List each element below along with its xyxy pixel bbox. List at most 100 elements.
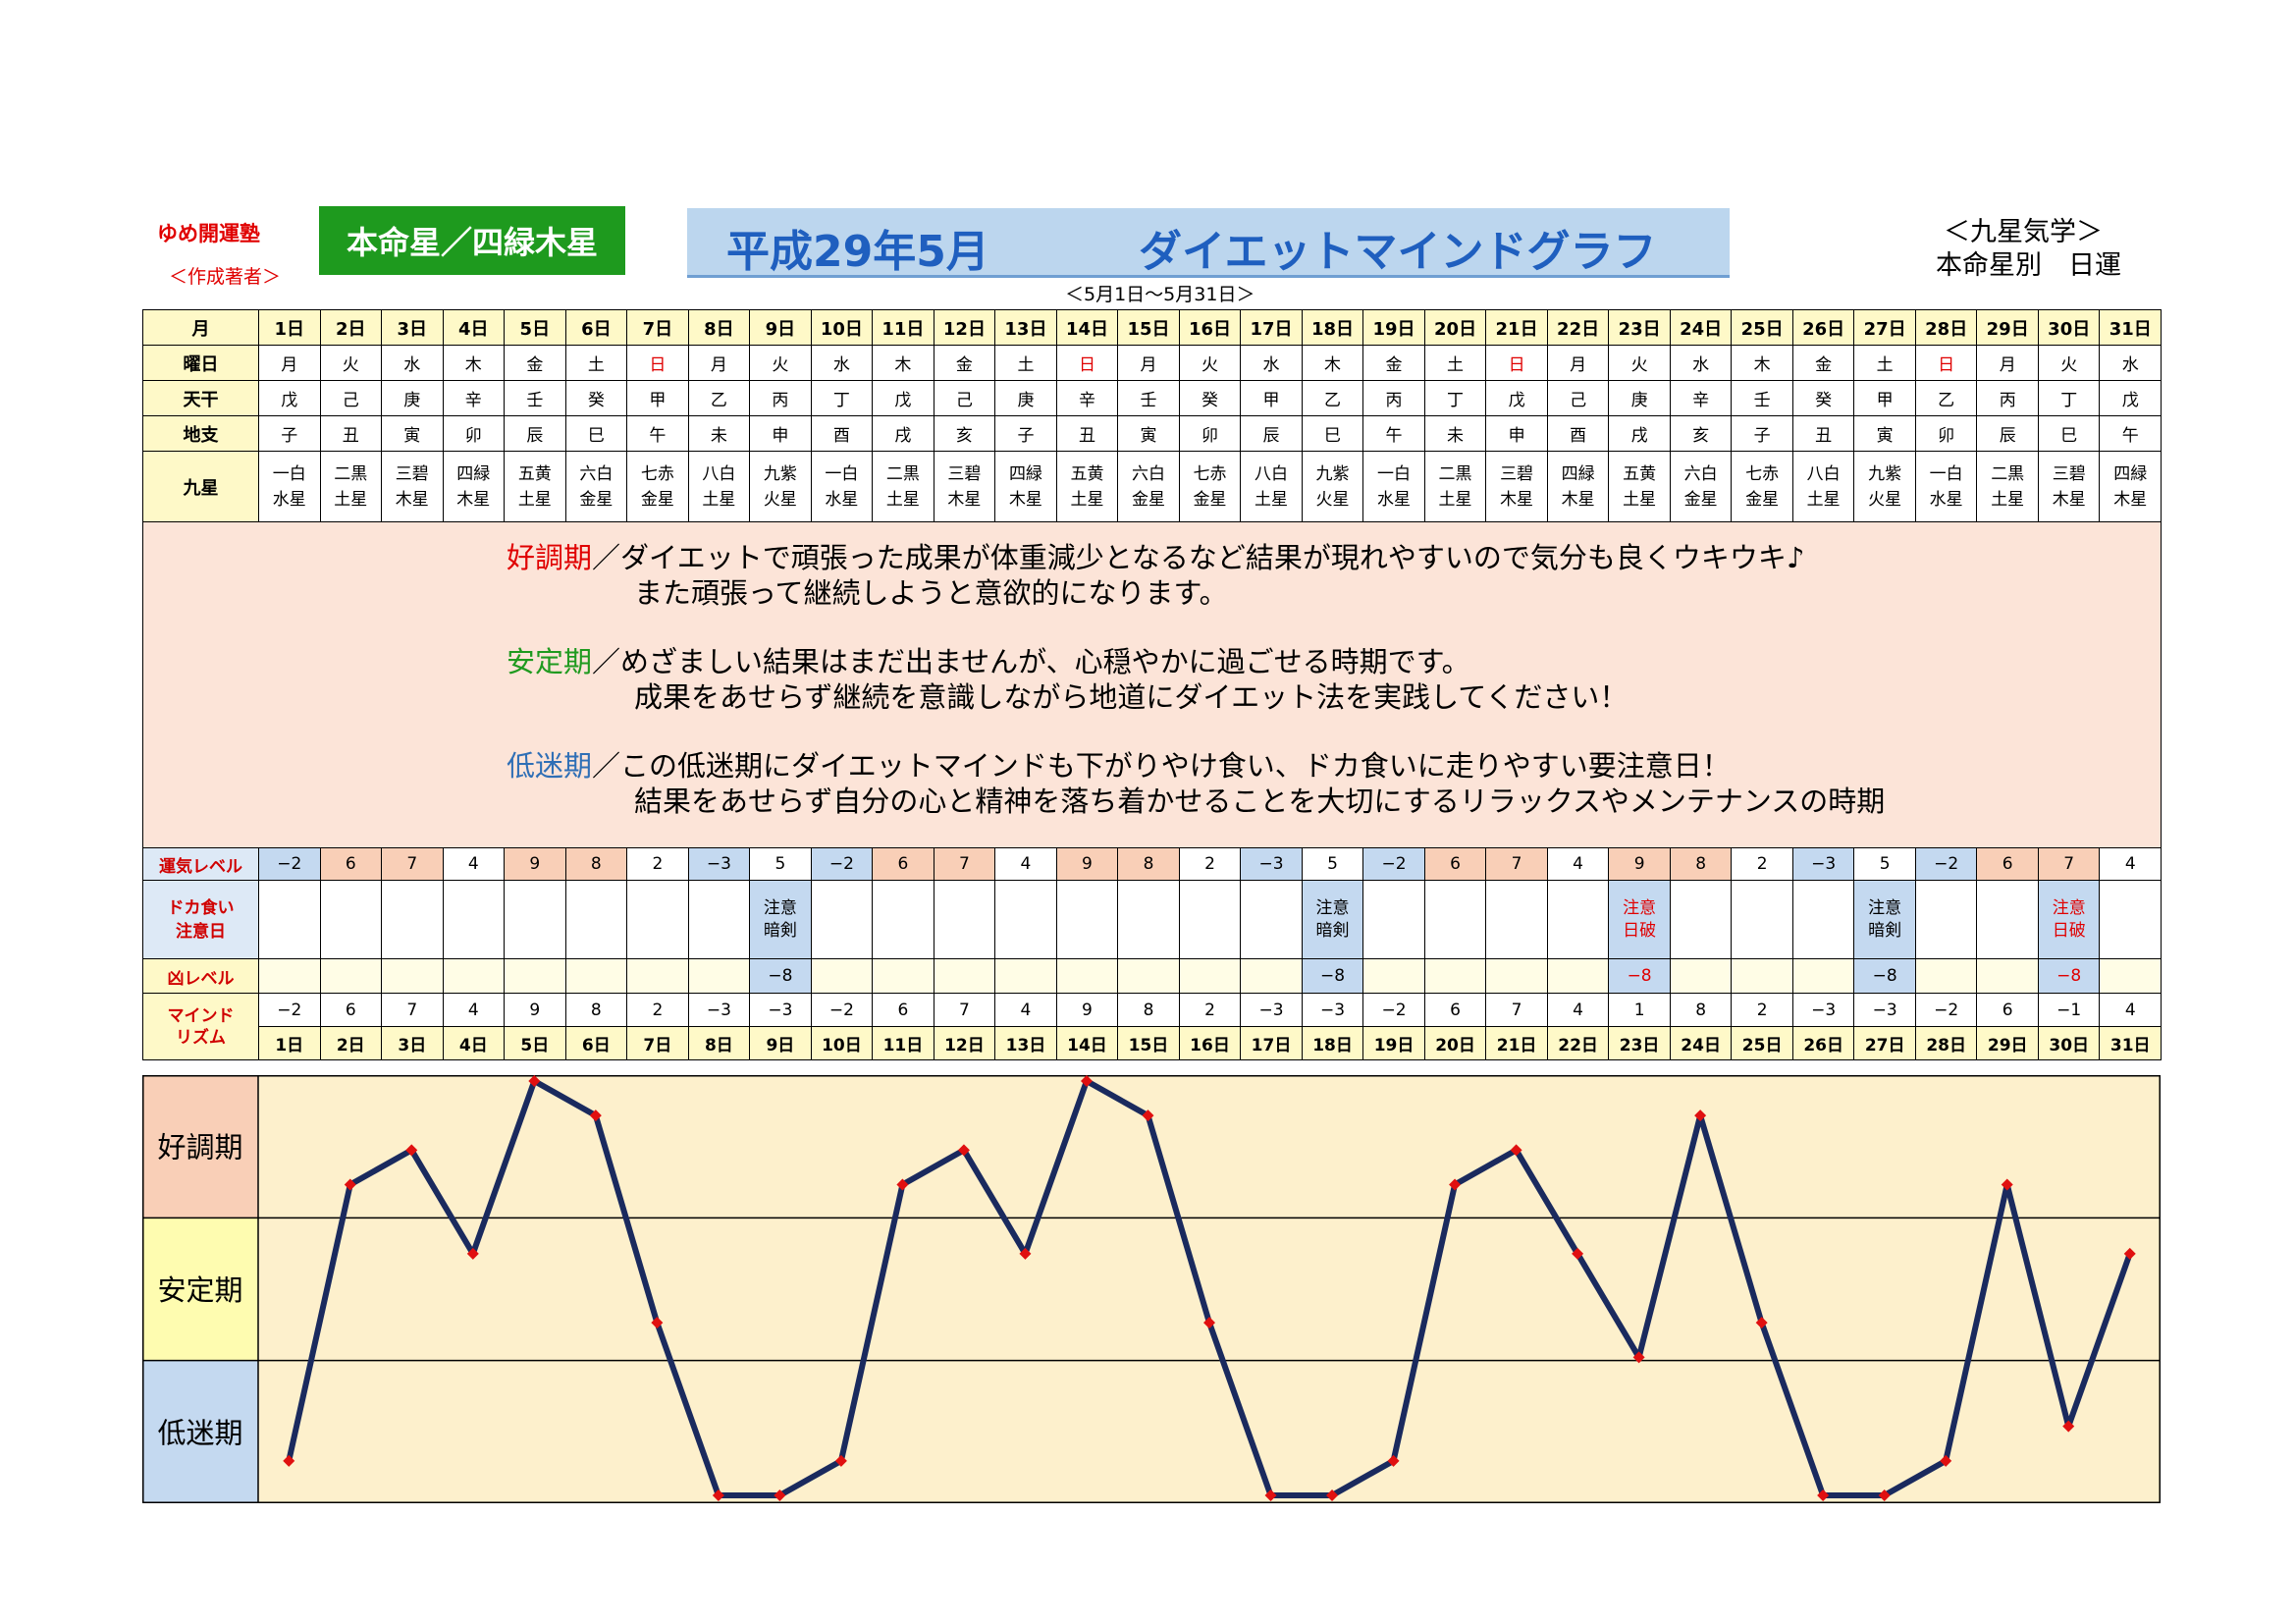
day-footer: 5日	[504, 1026, 566, 1060]
band-label: 安定期	[157, 1273, 242, 1307]
kyo-cell	[810, 958, 874, 994]
kyusei-star: 一白	[272, 463, 306, 484]
chishi-cell: 寅	[381, 415, 444, 452]
mind-cell: 9	[1055, 993, 1119, 1027]
kyusei-element: 木星	[395, 489, 429, 510]
data-point	[896, 1178, 909, 1191]
tenkan-cell: 壬	[504, 380, 566, 416]
tenkan-cell: 辛	[1055, 380, 1119, 416]
kyusei-element: 土星	[702, 489, 736, 510]
warning-cell	[564, 880, 628, 959]
day-header: 9日	[749, 309, 812, 346]
unki-cell: 6	[872, 847, 934, 881]
kyusei-star: 八白	[1255, 463, 1288, 484]
day-header: 8日	[687, 309, 751, 346]
unki-cell: 6	[1976, 847, 2039, 881]
chishi-cell: 申	[1485, 415, 1548, 452]
kyusei-star: 六白	[1683, 463, 1718, 484]
chishi-cell: 亥	[1669, 415, 1733, 452]
mind-cell: 2	[626, 993, 689, 1027]
data-point	[1449, 1178, 1462, 1191]
kyusei-cell: 四緑 木星	[994, 451, 1057, 522]
day-header: 16日	[1178, 309, 1242, 346]
unki-cell: 4	[442, 847, 506, 881]
kyusei-cell: 一白 水星	[258, 451, 321, 522]
phase-description: 好調期／ダイエットで頑張った成果が体重減少となるなど結果が現れやすいので気分も良…	[142, 521, 2162, 848]
warning-cell	[1546, 880, 1610, 959]
warning-cell	[504, 880, 566, 959]
chishi-cell: 未	[687, 415, 751, 452]
warning-cell	[810, 880, 874, 959]
mind-label-line: マインド	[167, 1005, 235, 1026]
kyo-cell	[1976, 958, 2039, 994]
weekday-cell: 木	[1301, 345, 1364, 381]
day-header: 18日	[1301, 309, 1364, 346]
data-point	[2001, 1178, 2013, 1191]
data-point	[1510, 1144, 1522, 1157]
kyusei-star: 九紫	[1868, 463, 1902, 484]
mind-cell: 1	[1608, 993, 1671, 1027]
weekday-cell: 土	[1853, 345, 1916, 381]
day-footer: 23日	[1608, 1026, 1671, 1060]
weekday-cell: 水	[810, 345, 874, 381]
day-footer: 16日	[1178, 1026, 1242, 1060]
kyusei-cell: 三碧 木星	[933, 451, 996, 522]
kyusei-cell: 七赤 金星	[626, 451, 689, 522]
kyusei-cell: 二黒 土星	[872, 451, 934, 522]
kyusei-element: 木星	[2052, 489, 2086, 510]
kyusei-star: 一白	[825, 463, 859, 484]
day-header: 28日	[1914, 309, 1978, 346]
tenkan-cell: 丙	[1976, 380, 2039, 416]
tenkan-cell: 己	[1546, 380, 1610, 416]
kyusei-element: 土星	[1623, 489, 1657, 510]
chishi-cell: 子	[1731, 415, 1793, 452]
day-footer: 15日	[1117, 1026, 1180, 1060]
kyo-cell	[564, 958, 628, 994]
day-header: 25日	[1731, 309, 1793, 346]
data-point	[1326, 1489, 1339, 1501]
tenkan-cell: 甲	[626, 380, 689, 416]
chishi-cell: 子	[258, 415, 321, 452]
warning-line: 注意	[1868, 897, 1902, 918]
mind-label: マインド リズム	[142, 993, 259, 1060]
description-text: 結果をあせらず自分の心と精神を落ち着かせることを大切にするリラックスやメンテナン…	[634, 785, 1886, 818]
tenkan-cell: 戊	[258, 380, 321, 416]
data-point	[1878, 1489, 1891, 1501]
weekday-cell: 木	[1731, 345, 1793, 381]
data-point	[589, 1110, 602, 1122]
unki-cell: 2	[1178, 847, 1242, 881]
tenkan-cell: 丙	[1362, 380, 1425, 416]
month-label: 月	[142, 309, 259, 346]
warning-cell	[1669, 880, 1733, 959]
data-point	[1817, 1489, 1830, 1501]
chishi-cell: 亥	[933, 415, 996, 452]
day-header: 19日	[1362, 309, 1425, 346]
data-point	[834, 1454, 847, 1467]
description-text: 成果をあせらず継続を意識しながら地道にダイエット法を実践してください！	[634, 680, 1629, 714]
tenkan-cell: 庚	[994, 380, 1057, 416]
unki-cell: 4	[2099, 847, 2162, 881]
unki-cell: 5	[1853, 847, 1916, 881]
kyusei-cell: 九紫 火星	[749, 451, 812, 522]
description-text: また頑張って継続しようと意欲的になります。	[634, 576, 1228, 610]
description-block: 好調期／ダイエットで頑張った成果が体重減少となるなど結果が現れやすいので気分も良…	[507, 540, 2160, 611]
honmei-badge: 本命星／四緑木星	[319, 206, 625, 275]
kyusei-star: 九紫	[1315, 463, 1350, 484]
kyusei-element: 土星	[1255, 489, 1288, 510]
mind-cell: 6	[872, 993, 934, 1027]
kyo-cell	[1791, 958, 1855, 994]
kyo-cell	[2099, 958, 2162, 994]
chishi-cell: 丑	[319, 415, 383, 452]
kyusei-cell: 五黄 土星	[504, 451, 566, 522]
day-header: 31日	[2099, 309, 2162, 346]
weekday-cell: 金	[504, 345, 566, 381]
unki-cell: 7	[933, 847, 996, 881]
kyusei-cell: 二黒 土星	[319, 451, 383, 522]
band-label: 好調期	[157, 1131, 242, 1164]
data-point	[466, 1247, 479, 1260]
tenkan-cell: 丁	[2037, 380, 2101, 416]
kyusei-element: 木星	[456, 489, 491, 510]
kyo-cell	[1546, 958, 1610, 994]
chishi-cell: 酉	[1546, 415, 1610, 452]
